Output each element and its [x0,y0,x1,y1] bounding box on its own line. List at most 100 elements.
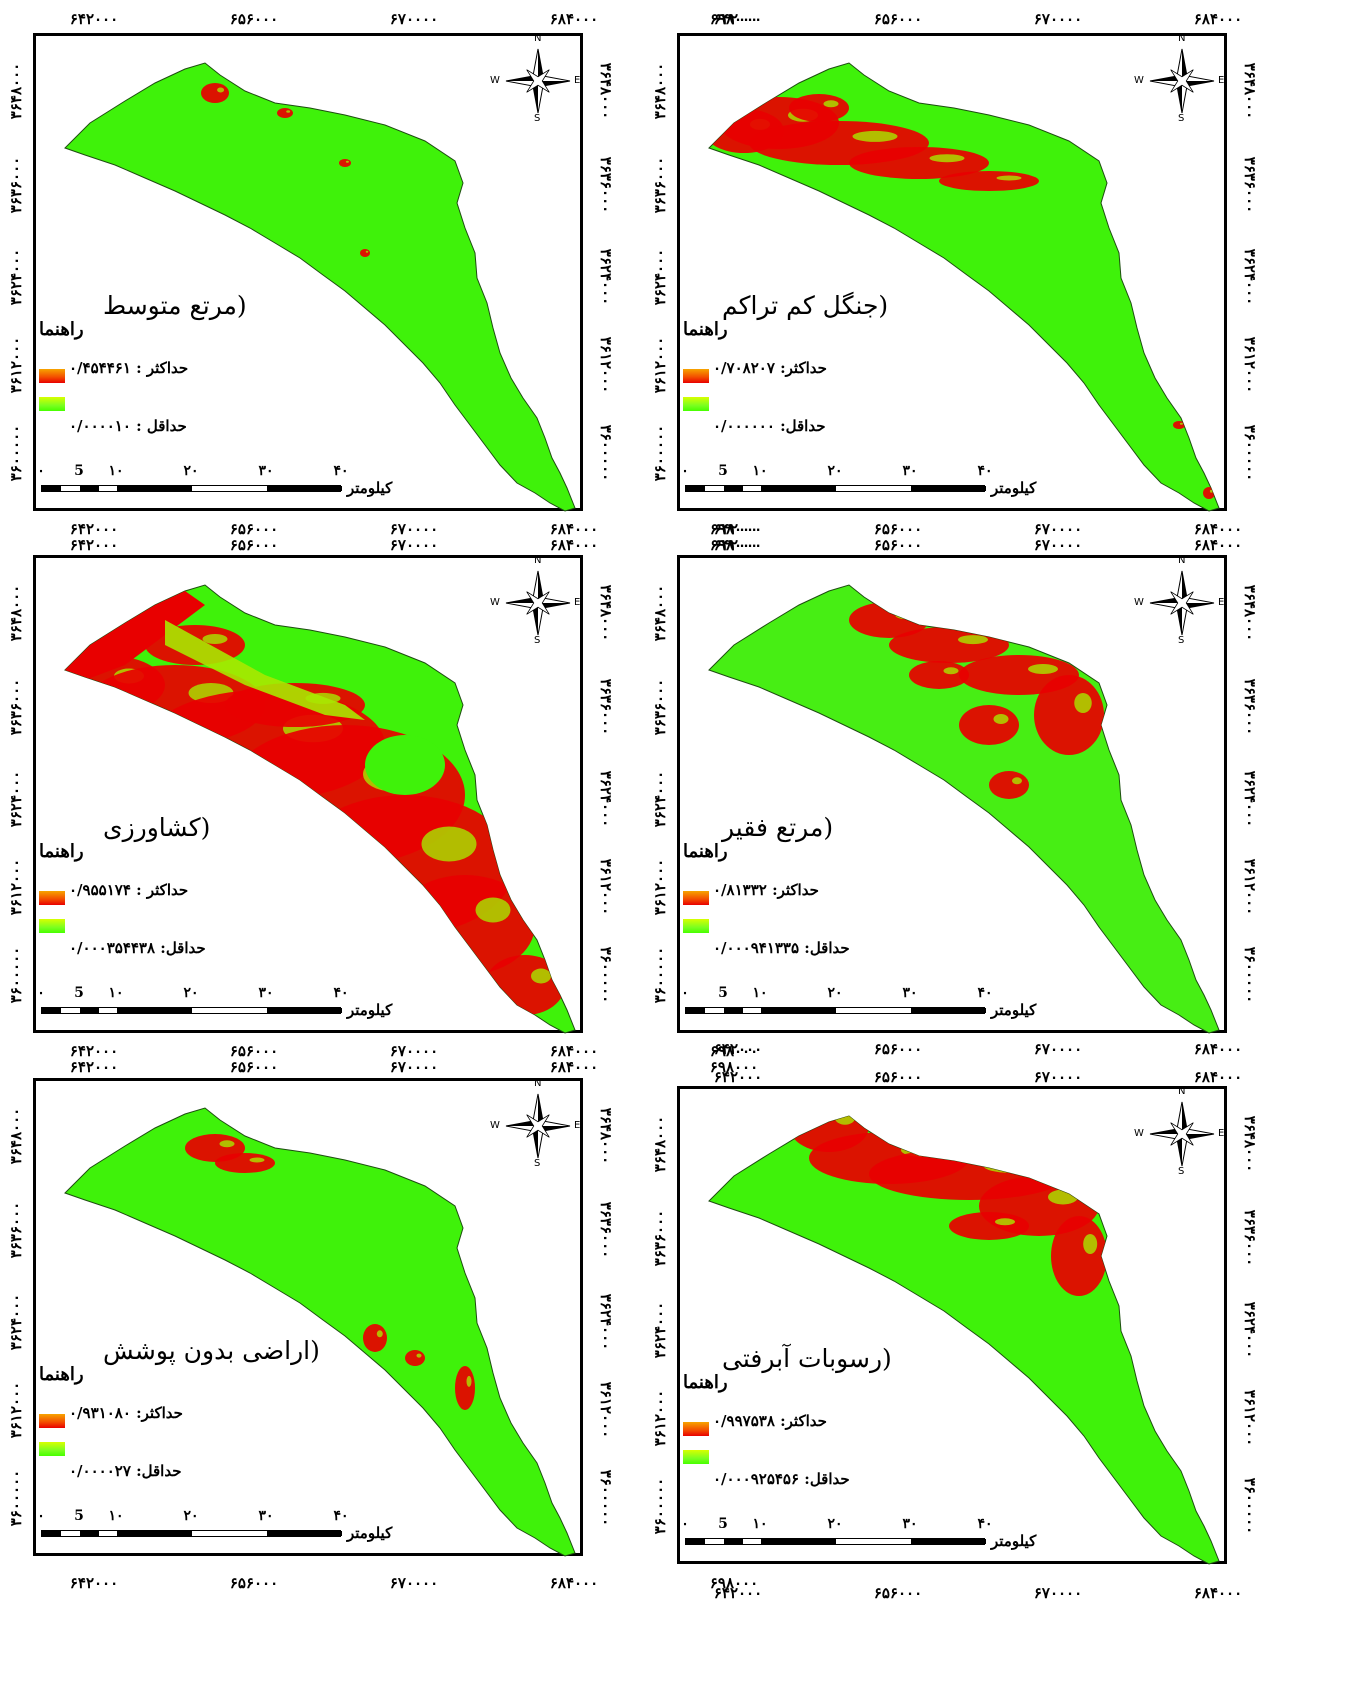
legend-min: حداقل: ۰/۰۰۰۹۴۱۳۳۵ [713,939,850,957]
x-tick-label: ۶۴۲۰۰۰ [69,536,119,554]
legend-max-value: ۰/۹۹۷۵۳۸ [713,1412,775,1430]
mid-value-patch [993,714,1009,724]
legend-min-label: حداقل: [780,417,826,435]
mid-value-patch [823,100,839,108]
map-title: (مرتع متوسط [103,291,247,320]
y-tick-label: ۳۶۰۰۰۰۰ [7,1469,25,1527]
compass-s-label: S [1178,113,1185,124]
watershed-map [708,584,1220,1034]
x-tick-label: ۶۵۶۰۰۰ [229,1042,279,1060]
map-title: (مرتع فقیر [722,813,834,842]
x-tick-label: ۶۷۰۰۰۰ [1033,1068,1083,1086]
legend-max: حداکثر: ۰/۸۱۳۳۲ [713,881,819,899]
mid-value-patch [365,250,369,253]
legend-max-swatch [683,1422,709,1436]
high-value-patch [405,1350,425,1366]
legend-title: راهنما [683,319,728,340]
mid-value-patch [249,1157,265,1163]
mid-value-patch [995,1218,1015,1226]
high-value-patch [939,171,1039,191]
legend-min-label: حداقل: [136,1462,182,1480]
compass-rose-icon [1149,1101,1215,1167]
legend-min-swatch [39,397,65,411]
mid-value-patch [531,968,551,984]
mid-value-patch [286,110,291,113]
x-tick-label: ۶۷۰۰۰۰ [1033,1584,1083,1602]
mid-value-patch [929,154,965,163]
x-tick-label: ۶۸۴۰۰۰ [549,536,599,554]
scale-bar-unit: کیلومتر [347,479,393,497]
legend-max-label: حداکثر : [136,359,189,377]
legend-max: حداکثر: ۰/۷۰۸۲۰۷ [713,359,827,377]
legend-max: حداکثر : ۰/۴۵۴۴۶۱ [69,359,188,377]
x-tick-label: ۶۷۰۰۰۰ [1033,536,1083,554]
legend-min-value: ۰/۰۰۰۹۴۱۳۳۵ [713,939,800,957]
mid-value-patch [1028,664,1058,674]
x-tick-label: ۶۸۴۰۰۰ [1193,1068,1243,1086]
x-tick-label: ۶۸۴۰۰۰ [549,1574,599,1592]
legend-min-swatch [39,919,65,933]
scale-bar-label: ۱۰ [108,985,124,1001]
high-value-patch [215,1153,275,1173]
legend-min-label: حداقل: [160,939,206,957]
compass-s-label: S [1178,635,1185,646]
compass-s-label: S [534,1158,541,1169]
x-tick-label: ۶۵۶۰۰۰ [873,1068,923,1086]
high-value-patch [277,108,293,118]
scale-bar-segment [42,486,61,491]
compass-s-label: S [1178,1166,1185,1177]
compass-w-label: W [1134,75,1144,86]
scale-bar-segment [911,486,986,491]
high-value-patch [789,94,849,122]
compass-n-label: N [1178,555,1186,566]
scale-bar-segment [724,1539,743,1544]
legend-max-swatch [39,1414,65,1428]
x-tick-label: ۶۵۶۰۰۰ [229,536,279,554]
mid-value-patch [421,826,477,862]
scale-bar-segment [267,486,342,491]
x-tick-label: ۶۹۸۰۰۰ [709,536,759,554]
mid-value-patch [345,160,349,163]
y-tick-label: ۳۶۰۰۰۰۰ [651,1477,669,1535]
compass-e-label: E [1218,75,1225,86]
x-tick-label: ۶۷۰۰۰۰ [389,1574,439,1592]
x-tick-label: ۶۵۶۰۰۰ [229,1058,279,1076]
scale-bar [685,1007,986,1014]
high-value-patch [201,83,229,103]
mid-value-patch [475,897,511,923]
scale-bar-segment [267,1008,342,1013]
legend-max-value: ۰/۹۳۱۰۸۰ [69,1404,131,1422]
map-title: (اراضی بدون پوشش [103,1336,320,1365]
compass-n-label: N [1178,1086,1186,1097]
scale-bar-label: ۴۰ [333,463,349,479]
compass-s-label: S [534,113,541,124]
scale-bar-segment [724,1008,743,1013]
legend-max-label: حداکثر: [772,881,819,899]
legend-max-swatch [39,891,65,905]
high-value-patch [1051,1216,1107,1296]
scale-bar-label: 5 [718,985,728,1001]
x-tick-label: ۶۹۸۰۰۰ [1323,1068,1354,1086]
map-title: (جنگل کم تراکم [722,291,889,320]
scale-bar-label: ۲۰ [183,1508,199,1524]
scale-bar [685,1538,986,1545]
scale-bar-label: ۰ [37,463,45,479]
legend-max-label: حداکثر : [136,881,189,899]
x-tick-label: ۶۸۴۰۰۰ [1193,1040,1243,1058]
mid-value-patch [1179,422,1183,425]
x-tick-label: ۶۴۲۰۰۰ [69,1574,119,1592]
scale-bar-label: ۴۰ [977,985,993,1001]
mid-value-patch [943,667,959,675]
scale-bar-segment [761,1539,836,1544]
watershed-map [64,1107,576,1557]
compass-w-label: W [490,75,500,86]
scale-bar-label: 5 [74,1508,84,1524]
compass-rose-icon [505,48,571,114]
x-tick-label: ۶۷۰۰۰۰ [389,536,439,554]
y-tick-label: ۳۶۰۰۰۰۰ [651,424,669,482]
scale-bar-unit: کیلومتر [991,479,1037,497]
legend-min: حداقل: ۰/۰۰۰۰۲۷ [69,1462,182,1480]
scale-bar-segment [686,1539,705,1544]
scale-bar-segment [686,1008,705,1013]
legend-min-value: ۰/۰۰۰۳۵۴۴۳۸ [69,939,156,957]
